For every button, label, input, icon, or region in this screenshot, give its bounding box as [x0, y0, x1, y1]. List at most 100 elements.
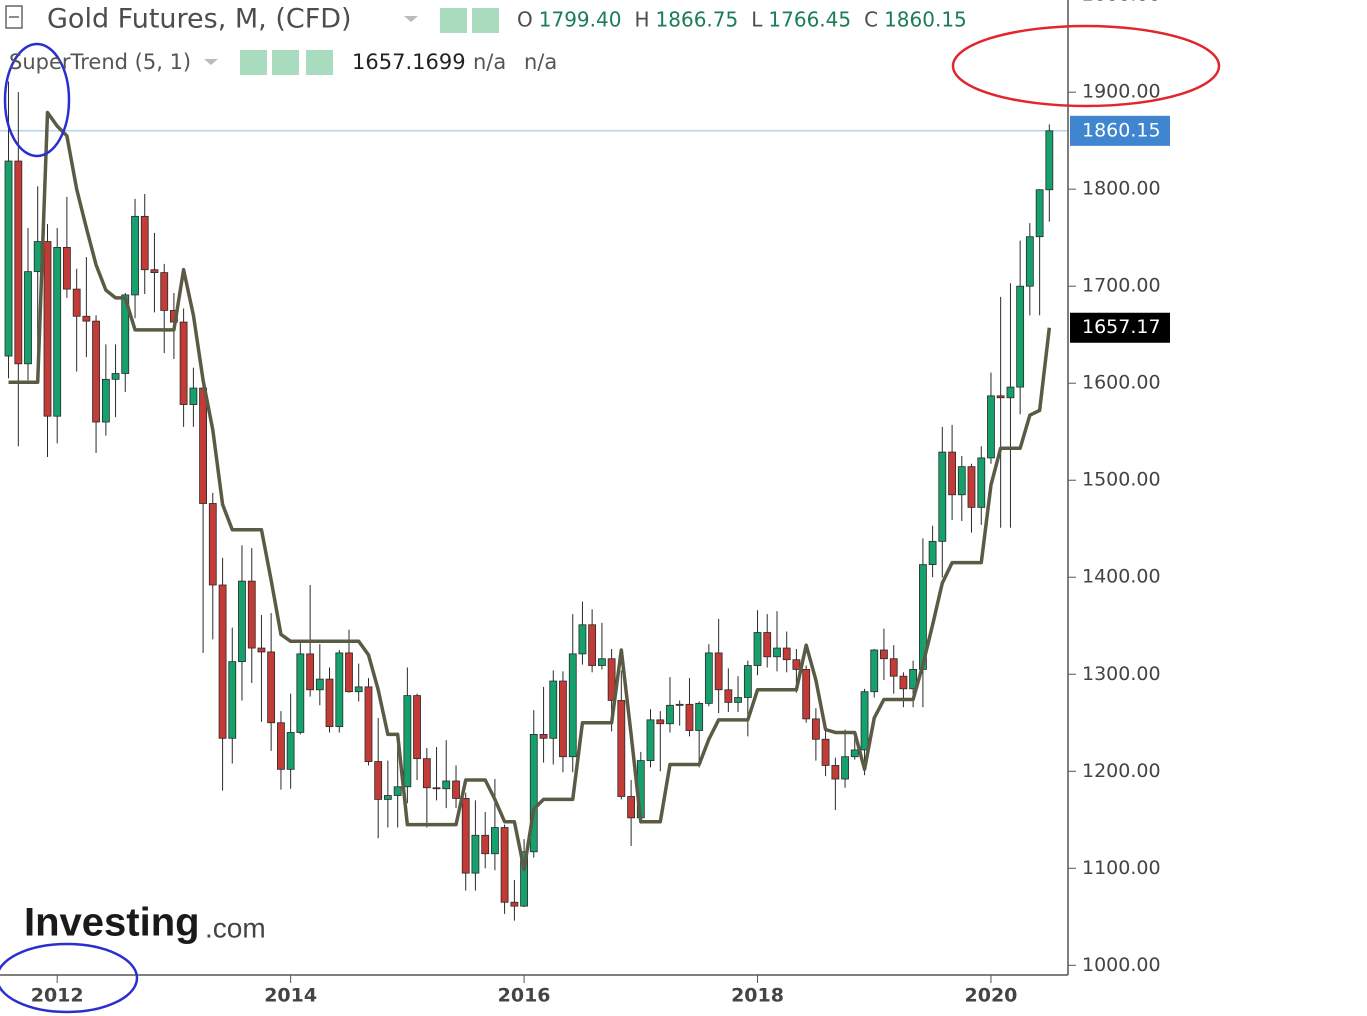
- candle-body: [753, 632, 762, 666]
- candle-body: [432, 787, 441, 790]
- candle-body: [850, 749, 859, 758]
- candle-body: [666, 704, 674, 725]
- indicator-value: 1657.1699: [352, 50, 466, 74]
- candle-body: [296, 653, 305, 733]
- candle-body: [325, 678, 334, 728]
- candle-body: [724, 689, 733, 703]
- x-tick-label: 2016: [498, 985, 551, 1007]
- ohlc-key: C: [864, 8, 878, 32]
- candle-body: [704, 652, 713, 704]
- candle-body: [529, 734, 538, 853]
- candle-body: [802, 669, 811, 720]
- y-tick-label: 1500.00: [1082, 469, 1161, 491]
- x-tick-label: 2020: [965, 985, 1018, 1007]
- candle-body: [821, 738, 830, 766]
- candle-body: [763, 632, 772, 658]
- candle-body: [208, 503, 217, 586]
- legend: Gold Futures, M, (CFD) SuperTrend (5, 1)…: [5, 4, 967, 75]
- candle-body: [121, 294, 130, 374]
- candle-body: [422, 758, 431, 789]
- supertrend-line: [8, 110, 1052, 872]
- candle-body: [500, 827, 509, 903]
- candle-body: [1025, 236, 1034, 287]
- candle-body: [811, 718, 820, 740]
- candle-body: [14, 160, 23, 365]
- candle-body: [364, 686, 373, 762]
- ohlc-value: 1860.15: [884, 8, 967, 32]
- candle-body: [675, 703, 684, 706]
- candle-body: [247, 580, 256, 649]
- candle-body: [238, 580, 246, 663]
- candle-body: [403, 695, 412, 788]
- ohlc-value: 1866.75: [656, 8, 739, 32]
- y-tick-label: 1900.00: [1082, 81, 1161, 103]
- y-tick-label: 1300.00: [1082, 663, 1161, 685]
- candle-body: [607, 658, 616, 701]
- supertrend-label: 1657.17: [1082, 316, 1161, 338]
- candle-body: [131, 215, 139, 296]
- dropdown-icon[interactable]: [404, 16, 418, 22]
- candle-body: [189, 387, 198, 405]
- collapse-icon[interactable]: [5, 5, 23, 29]
- candle-body: [860, 691, 869, 751]
- watermark-suffix: .com: [205, 912, 266, 943]
- candle-body: [267, 651, 276, 724]
- candle-body: [1045, 130, 1054, 191]
- ohlc-value: 1799.40: [539, 8, 622, 32]
- candle-body: [354, 686, 363, 693]
- annotation-ellipse: [951, 24, 1221, 108]
- candle-body: [413, 695, 421, 760]
- plot-area: [0, 81, 1068, 921]
- candle-body: [393, 786, 402, 796]
- eye-button[interactable]: [240, 50, 267, 75]
- candle-body: [899, 675, 908, 690]
- settings-button[interactable]: [272, 50, 299, 75]
- x-tick-label: 2018: [731, 985, 784, 1007]
- y-tick-label: 2000.00: [1082, 0, 1161, 6]
- candle-body: [578, 624, 587, 655]
- remove-button[interactable]: [306, 50, 333, 75]
- candle-body: [987, 395, 995, 459]
- candle-body: [481, 834, 490, 855]
- candle-body: [345, 652, 353, 693]
- candle-body: [948, 451, 956, 496]
- indicator-name: SuperTrend (5, 1): [9, 50, 191, 74]
- ohlc-key: H: [634, 8, 649, 32]
- candle-body: [831, 765, 840, 780]
- indicator-extra: n/a: [473, 50, 506, 74]
- annotation-ellipse: [3, 42, 71, 158]
- candle-body: [568, 653, 577, 758]
- x-tick-label: 2014: [264, 985, 317, 1007]
- candle-body: [150, 269, 159, 274]
- candle-body: [870, 649, 879, 693]
- candle-body: [383, 795, 392, 800]
- candle-body: [111, 373, 120, 380]
- last-price-box: [1070, 115, 1170, 146]
- candle-body: [140, 215, 149, 271]
- dropdown-icon[interactable]: [204, 59, 218, 65]
- candle-body: [617, 700, 626, 797]
- candle-body: [588, 624, 597, 666]
- candle-body: [1035, 189, 1044, 238]
- settings-button[interactable]: [472, 8, 499, 33]
- candle-body: [695, 702, 704, 731]
- candle-body: [471, 834, 480, 874]
- candle-body: [286, 732, 295, 770]
- ohlc-key: L: [751, 8, 763, 32]
- candle-body: [228, 661, 237, 739]
- candle-body: [598, 658, 606, 666]
- candle-body: [257, 647, 266, 653]
- candle-body: [880, 649, 888, 660]
- candle-body: [452, 780, 460, 799]
- watermark-brand: Investing: [24, 901, 200, 945]
- indicator-extra: n/a: [524, 50, 557, 74]
- candle-body: [938, 451, 947, 542]
- candle-body: [539, 734, 548, 739]
- eye-button[interactable]: [440, 8, 467, 33]
- candle-body: [160, 272, 169, 311]
- candle-body: [909, 669, 918, 690]
- candle-body: [1016, 285, 1025, 388]
- candle-body: [889, 658, 898, 677]
- y-tick-label: 1400.00: [1082, 566, 1161, 588]
